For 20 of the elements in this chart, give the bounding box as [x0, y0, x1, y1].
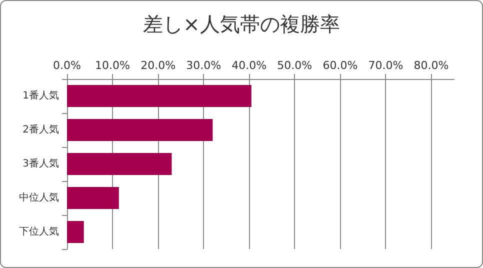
x-tick-label: 60.0%	[322, 59, 358, 72]
y-tick-label: 3番人気	[22, 158, 59, 170]
bar	[67, 220, 84, 244]
y-tick-label: 下位人気	[19, 226, 59, 238]
x-tick-label: 20.0%	[140, 59, 176, 72]
bar	[67, 84, 252, 108]
y-tick-label: 1番人気	[22, 90, 59, 102]
x-tick-label: 70.0%	[368, 59, 404, 72]
y-tick-label: 2番人気	[22, 124, 59, 136]
bar	[67, 118, 213, 142]
x-tick-label: 10.0%	[95, 59, 130, 72]
y-tick-label: 中位人気	[19, 192, 59, 204]
chart-title: 差し×人気帯の複勝率	[143, 12, 340, 36]
x-tick-label: 40.0%	[232, 59, 267, 72]
x-tick-label: 80.0%	[414, 59, 449, 72]
bar	[67, 186, 119, 210]
x-tick-label: 30.0%	[186, 59, 222, 72]
x-tick-label: 50.0%	[277, 59, 312, 72]
bar	[67, 152, 172, 176]
x-tick-label: 0.0%	[53, 59, 81, 72]
